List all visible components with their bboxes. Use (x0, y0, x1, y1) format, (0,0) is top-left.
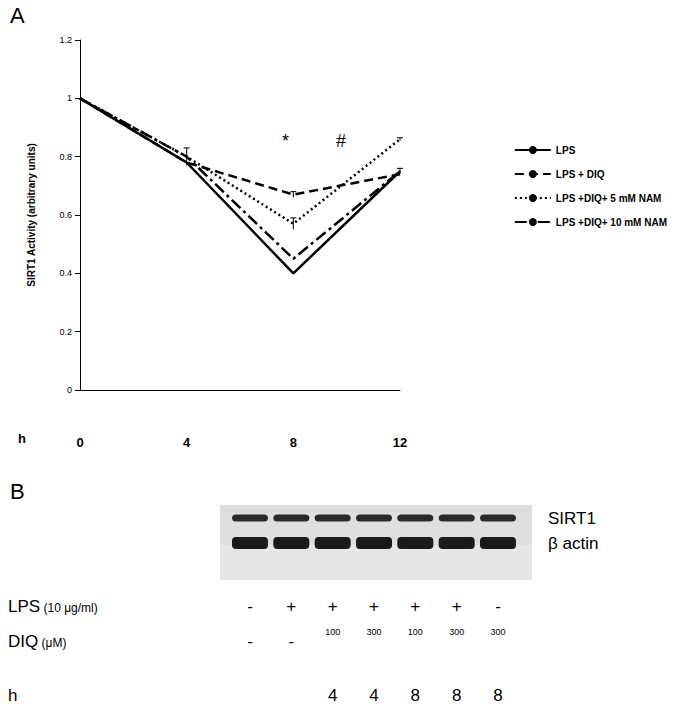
svg-text:100: 100 (408, 627, 423, 637)
svg-text:8: 8 (493, 686, 502, 705)
svg-text:+: + (328, 597, 338, 616)
svg-text:12: 12 (393, 435, 407, 450)
svg-text:*: * (282, 131, 289, 151)
svg-text:8: 8 (411, 686, 420, 705)
svg-text:β actin: β actin (548, 534, 598, 553)
svg-text:DIQ (μM): DIQ (μM) (8, 632, 66, 651)
svg-text:0.8: 0.8 (59, 152, 72, 162)
svg-text:300: 300 (449, 627, 464, 637)
svg-text:+: + (410, 597, 420, 616)
svg-text:LPS +DIQ+ 5 mM NAM: LPS +DIQ+ 5 mM NAM (556, 193, 662, 204)
svg-text:h: h (18, 431, 26, 446)
svg-text:300: 300 (490, 627, 505, 637)
svg-text:300: 300 (366, 627, 381, 637)
svg-text:8: 8 (452, 686, 461, 705)
svg-text:0: 0 (67, 385, 72, 395)
svg-text:8: 8 (290, 435, 297, 450)
svg-text:-: - (288, 632, 294, 651)
svg-text:B: B (10, 479, 25, 504)
svg-text:A: A (10, 3, 25, 28)
svg-text:0.4: 0.4 (59, 268, 72, 278)
svg-text:LPS + DIQ: LPS + DIQ (556, 169, 605, 180)
svg-text:LPS: LPS (556, 145, 576, 156)
svg-text:100: 100 (325, 627, 340, 637)
svg-text:4: 4 (369, 686, 378, 705)
svg-text:0.2: 0.2 (59, 327, 72, 337)
svg-text:4: 4 (183, 435, 191, 450)
svg-text:+: + (452, 597, 462, 616)
svg-text:h: h (8, 686, 17, 705)
svg-text:+: + (286, 597, 296, 616)
svg-text:SIRT1 Activity (arbitrary unit: SIRT1 Activity (arbitrary units) (26, 143, 37, 287)
svg-text:-: - (247, 597, 253, 616)
svg-text:-: - (247, 632, 253, 651)
svg-text:4: 4 (328, 686, 337, 705)
svg-text:#: # (336, 131, 346, 151)
svg-text:-: - (495, 597, 501, 616)
svg-text:+: + (369, 597, 379, 616)
svg-text:1: 1 (67, 93, 72, 103)
svg-text:LPS +DIQ+ 10 mM NAM: LPS +DIQ+ 10 mM NAM (556, 217, 667, 228)
svg-text:1.2: 1.2 (59, 35, 72, 45)
svg-text:0: 0 (76, 435, 83, 450)
svg-text:SIRT1: SIRT1 (548, 509, 596, 528)
svg-text:LPS (10 μg/ml): LPS (10 μg/ml) (8, 597, 98, 616)
svg-text:0.6: 0.6 (59, 210, 72, 220)
